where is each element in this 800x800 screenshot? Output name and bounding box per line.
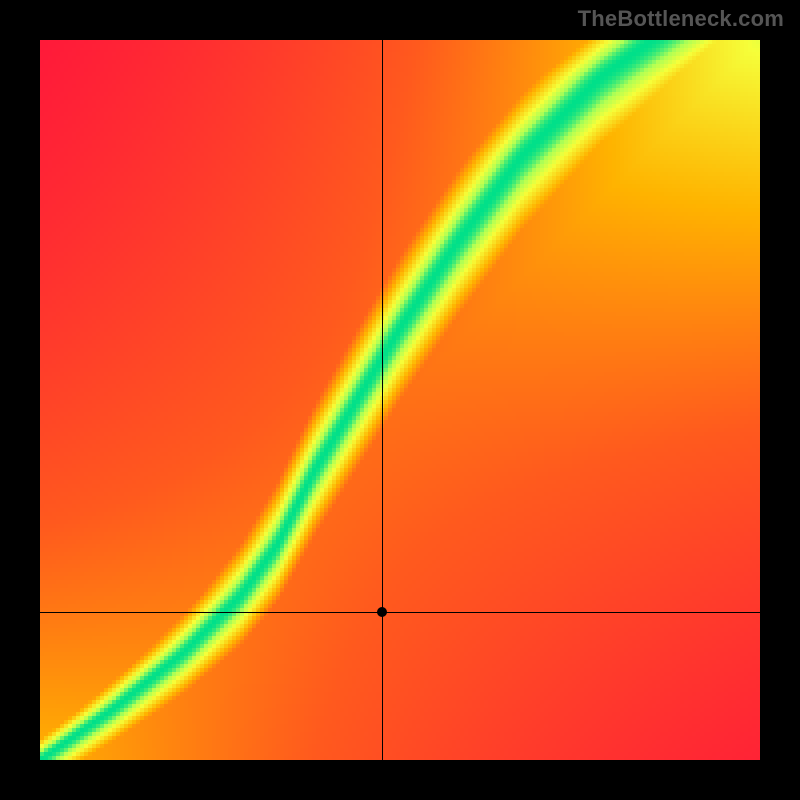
figure-root: TheBottleneck.com [0,0,800,800]
bottleneck-heatmap [40,40,760,760]
watermark-text: TheBottleneck.com [578,6,784,32]
